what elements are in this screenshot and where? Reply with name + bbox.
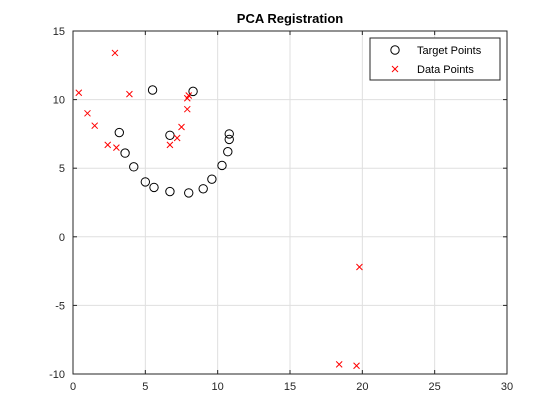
data-point-marker	[173, 134, 181, 142]
legend-circle-marker	[390, 45, 400, 55]
x-tick-label: 30	[501, 381, 513, 393]
y-tick-label: 15	[53, 26, 65, 38]
data-point-marker	[91, 122, 99, 130]
axis-ticks: 0 5 10 15 20 25 30 -10 -5 0 5 10 15	[49, 26, 513, 393]
target-point-marker	[188, 86, 198, 97]
target-point-marker	[165, 186, 175, 197]
x-tick-label: 5	[142, 381, 148, 393]
target-point-marker	[149, 182, 159, 193]
legend: Target Points Data Points	[369, 37, 501, 81]
target-point-marker	[223, 147, 233, 157]
data-point-marker	[113, 144, 120, 151]
target-point-marker	[129, 162, 139, 172]
target-point-marker	[224, 129, 234, 139]
data-point-marker	[185, 92, 193, 99]
data-markers	[75, 49, 363, 370]
data-point-marker	[104, 141, 112, 149]
y-tick-label: -10	[49, 369, 65, 381]
target-point-marker	[120, 148, 130, 158]
x-tick-label: 0	[70, 381, 76, 393]
y-tick-label: 10	[53, 95, 65, 107]
data-point-marker	[126, 90, 133, 98]
x-tick-label: 20	[356, 381, 368, 393]
legend-entry-label: Data Points	[417, 64, 474, 76]
legend-x-marker	[391, 65, 399, 73]
target-point-marker	[114, 127, 124, 138]
data-point-marker	[183, 105, 191, 113]
target-point-marker	[198, 184, 208, 194]
y-tick-label: 0	[59, 232, 65, 244]
data-point-marker	[75, 89, 83, 97]
target-point-marker	[147, 85, 158, 95]
x-tick-label: 10	[212, 381, 224, 393]
data-point-marker	[111, 49, 119, 57]
data-point-marker	[356, 263, 363, 271]
y-tick-label: 5	[59, 163, 65, 175]
chart-title: PCA Registration	[237, 11, 343, 26]
target-point-marker	[207, 174, 217, 184]
data-point-marker	[353, 362, 360, 370]
data-point-marker	[166, 141, 174, 149]
target-point-marker	[140, 177, 151, 187]
legend-box	[369, 37, 501, 81]
target-point-marker	[184, 188, 194, 198]
y-tick-label: -5	[55, 300, 65, 312]
axes-box	[72, 30, 508, 375]
data-point-marker	[335, 361, 343, 368]
x-tick-label: 15	[284, 381, 296, 393]
data-point-marker	[178, 123, 185, 131]
target-point-marker	[224, 134, 234, 145]
x-tick-label: 25	[429, 381, 441, 393]
legend-entry-label: Target Points	[417, 45, 482, 57]
data-point-marker	[84, 109, 91, 117]
target-point-marker	[217, 160, 227, 171]
